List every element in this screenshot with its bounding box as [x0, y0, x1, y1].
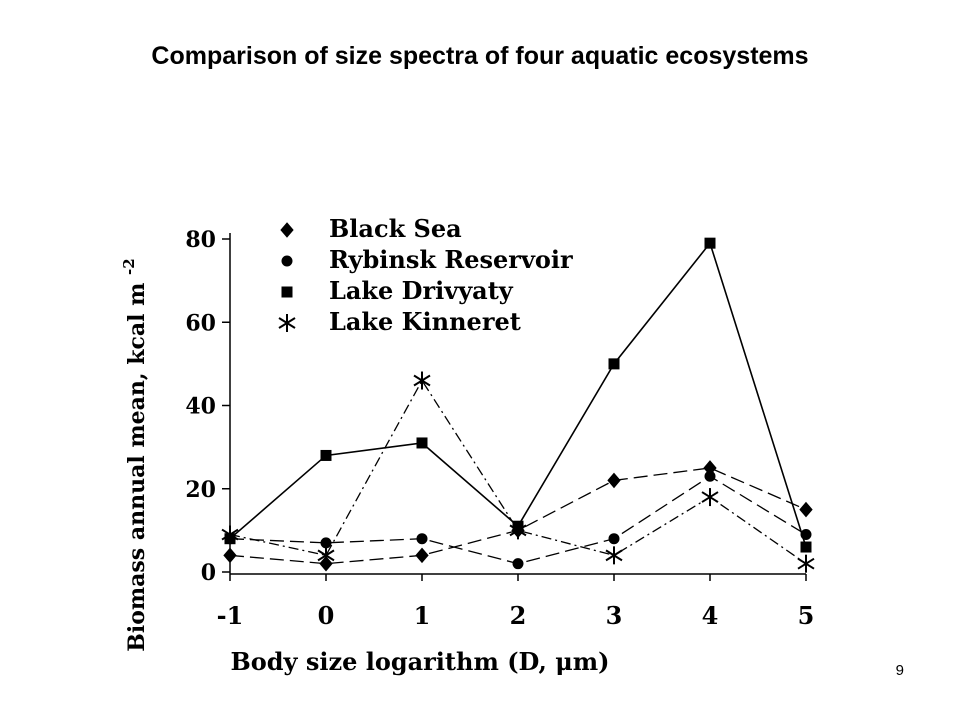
marker-diamond-0-4: [607, 472, 621, 489]
marker-asterisk-3-2: [413, 371, 431, 390]
marker-circle-1-4: [608, 533, 620, 545]
x-axis: -1 0 1 2 3 4 5: [217, 573, 815, 630]
x-tick-label: 2: [510, 601, 527, 630]
marker-asterisk-legend-3: [278, 314, 296, 332]
marker-asterisk-3-6: [797, 554, 815, 573]
series-lines: [221, 237, 815, 573]
slide-title: Comparison of size spectra of four aquat…: [151, 42, 809, 70]
legend-label: Lake Kinneret: [329, 307, 521, 336]
x-tick-label: 4: [702, 601, 719, 630]
chart: 0 20 40 60 80 -1 0 1 2 3 4 5 Black Sea Rybinsk Rese…: [112, 155, 822, 683]
marker-asterisk-3-4: [605, 546, 623, 565]
series-line-0: [229, 467, 807, 565]
marker-square-2-4: [608, 358, 620, 370]
x-tick-label: 5: [798, 601, 815, 630]
marker-diamond-0-6: [799, 501, 813, 518]
marker-circle-legend-1: [281, 255, 293, 267]
x-tick-label: 3: [606, 601, 623, 630]
series-line-2: [229, 241, 807, 548]
series-line-1: [229, 475, 807, 565]
marker-square-2-2: [416, 437, 428, 449]
legend-label: Lake Drivyaty: [329, 276, 514, 305]
marker-diamond-0-0: [223, 547, 237, 564]
y-tick-label: 60: [185, 310, 216, 336]
legend-label: Rybinsk Reservoir: [329, 245, 573, 274]
y-axis-label-main: Biomass annual mean, kcal m: [124, 283, 150, 652]
marker-circle-1-5: [704, 470, 716, 482]
x-axis-label: Body size logarithm (D, μm): [230, 647, 609, 676]
marker-square-2-6: [800, 541, 812, 553]
marker-asterisk-3-0: [221, 525, 239, 544]
marker-asterisk-3-3: [509, 521, 527, 540]
y-tick-label: 20: [185, 477, 216, 503]
y-axis-label: Biomass annual mean, kcal m -2: [120, 258, 150, 651]
x-tick-label: 1: [414, 601, 431, 630]
marker-asterisk-3-5: [701, 488, 719, 507]
marker-circle-1-2: [416, 533, 428, 545]
y-tick-label: 40: [185, 394, 216, 420]
marker-square-legend-2: [281, 286, 293, 298]
marker-diamond-0-2: [415, 547, 429, 564]
y-axis-label-superscript: -2: [120, 258, 138, 275]
x-tick-label: 0: [318, 601, 335, 630]
marker-square-2-5: [704, 237, 716, 249]
y-tick-label: 0: [201, 560, 216, 586]
page-number: 9: [895, 662, 904, 679]
marker-square-2-1: [320, 449, 332, 461]
y-axis: 0 20 40 60 80: [185, 227, 231, 586]
legend-label: Black Sea: [329, 214, 462, 243]
marker-asterisk-3-1: [317, 546, 335, 565]
y-tick-label: 80: [185, 227, 216, 253]
x-tick-label: -1: [217, 601, 244, 630]
marker-circle-1-3: [512, 558, 524, 570]
marker-diamond-legend-0: [280, 222, 294, 238]
svg-text:Biomass annual mean, kcal m: Biomass annual mean, kcal m -2: [120, 258, 150, 651]
